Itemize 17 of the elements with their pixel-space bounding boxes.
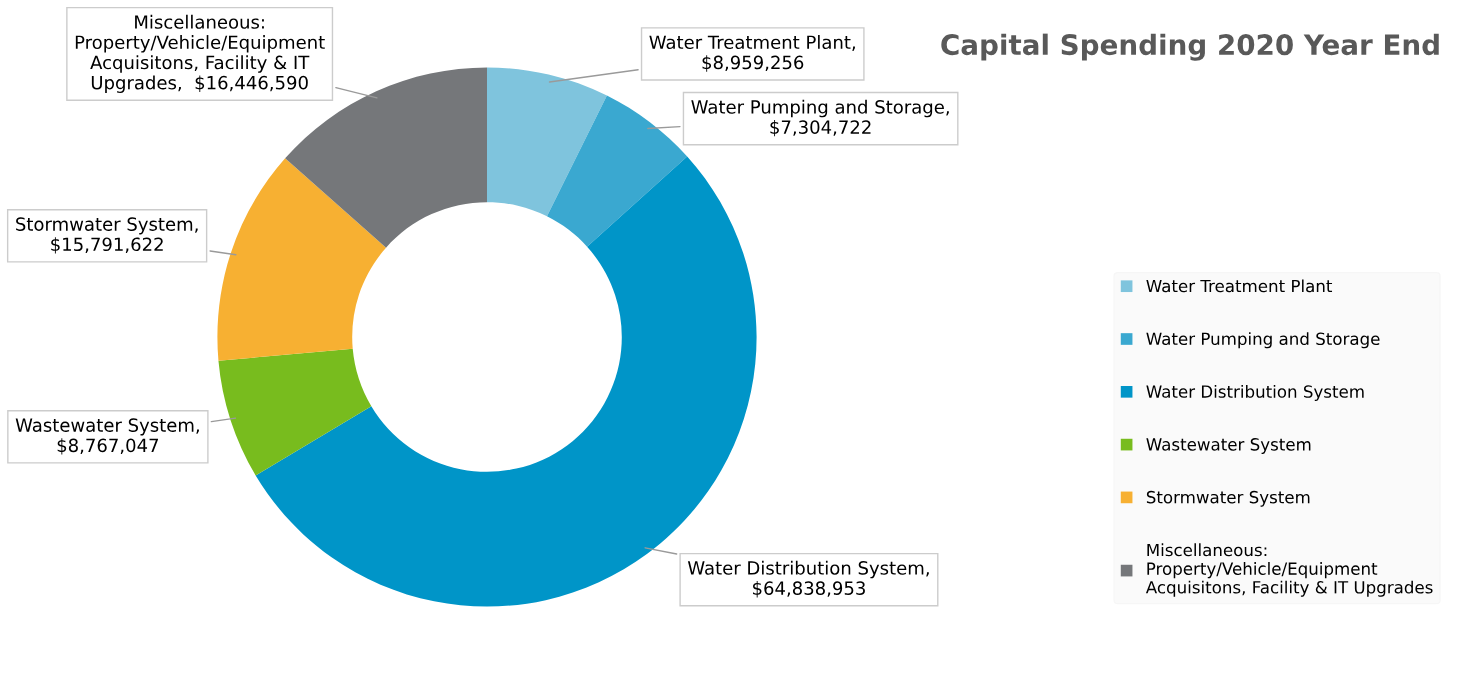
legend-label: Water Treatment Plant	[1146, 279, 1333, 293]
data-label: Stormwater System, $15,791,622	[16, 217, 198, 254]
donut-slice	[218, 348, 372, 476]
donut-slice	[487, 67, 607, 217]
data-label: Water Pumping and Storage, $7,304,722	[691, 99, 949, 137]
legend-label: Water Pumping and Storage	[1146, 332, 1380, 349]
data-label: Miscellaneous: Property/Vehicle/Equipment Acquisitons, Facility & IT Upgrades, $16,446,590	[75, 14, 325, 93]
data-label: Water Distribution System, $64,838,953	[687, 560, 929, 598]
donut-slice	[217, 158, 387, 361]
legend-label: Wastewater System	[1146, 438, 1311, 454]
donut-slice	[546, 95, 688, 247]
legend-label: Water Distribution System	[1146, 384, 1364, 402]
data-label: Wastewater System, $8,767,047	[15, 418, 199, 455]
text: Capital Spending 2020 Year End	[941, 33, 1439, 61]
legend-label: Stormwater System	[1146, 490, 1310, 507]
legend-label: Miscellaneous: Property/Vehicle/Equipment Acquisitons, Facility & IT Upgrades	[1145, 543, 1433, 597]
data-label: Water Treatment Plant, $8,959,256	[649, 35, 855, 72]
